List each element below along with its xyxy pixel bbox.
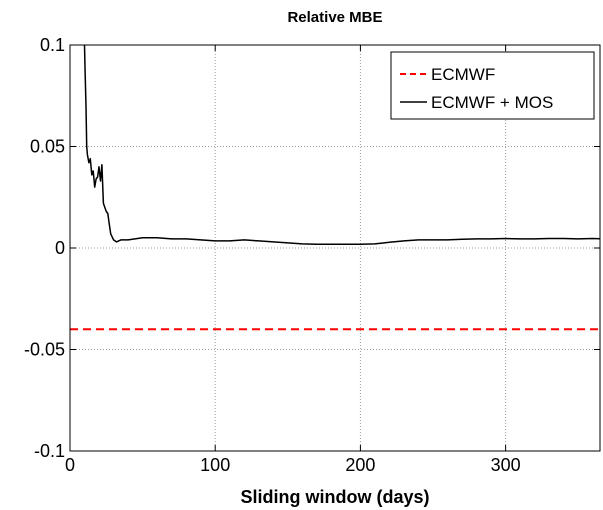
legend: ECMWF ECMWF + MOS xyxy=(390,51,595,120)
x-tick-label: 100 xyxy=(200,455,230,475)
x-tick-label: 200 xyxy=(345,455,375,475)
y-tick-label: -0.1 xyxy=(34,441,65,461)
y-tick-label: 0.1 xyxy=(40,35,65,55)
chart-title: Relative MBE xyxy=(287,9,382,26)
grid xyxy=(70,45,600,451)
x-axis-label: Sliding window (days) xyxy=(241,487,430,507)
y-tick-label: 0 xyxy=(55,238,65,258)
series-line-ecmwf-mos xyxy=(83,44,601,246)
y-tick-label: -0.05 xyxy=(24,340,65,360)
legend-box xyxy=(390,51,595,120)
x-tick-label: 300 xyxy=(491,455,521,475)
ticks: 0 100 200 300 -0.1 -0.05 0 0.05 0.1 xyxy=(24,35,600,475)
x-tick-label: 0 xyxy=(65,455,75,475)
series-layer xyxy=(70,44,601,331)
legend-label-ecmwf-mos: ECMWF + MOS xyxy=(431,93,553,112)
y-tick-label: 0.05 xyxy=(30,137,65,157)
legend-label-ecmwf: ECMWF xyxy=(431,65,495,84)
